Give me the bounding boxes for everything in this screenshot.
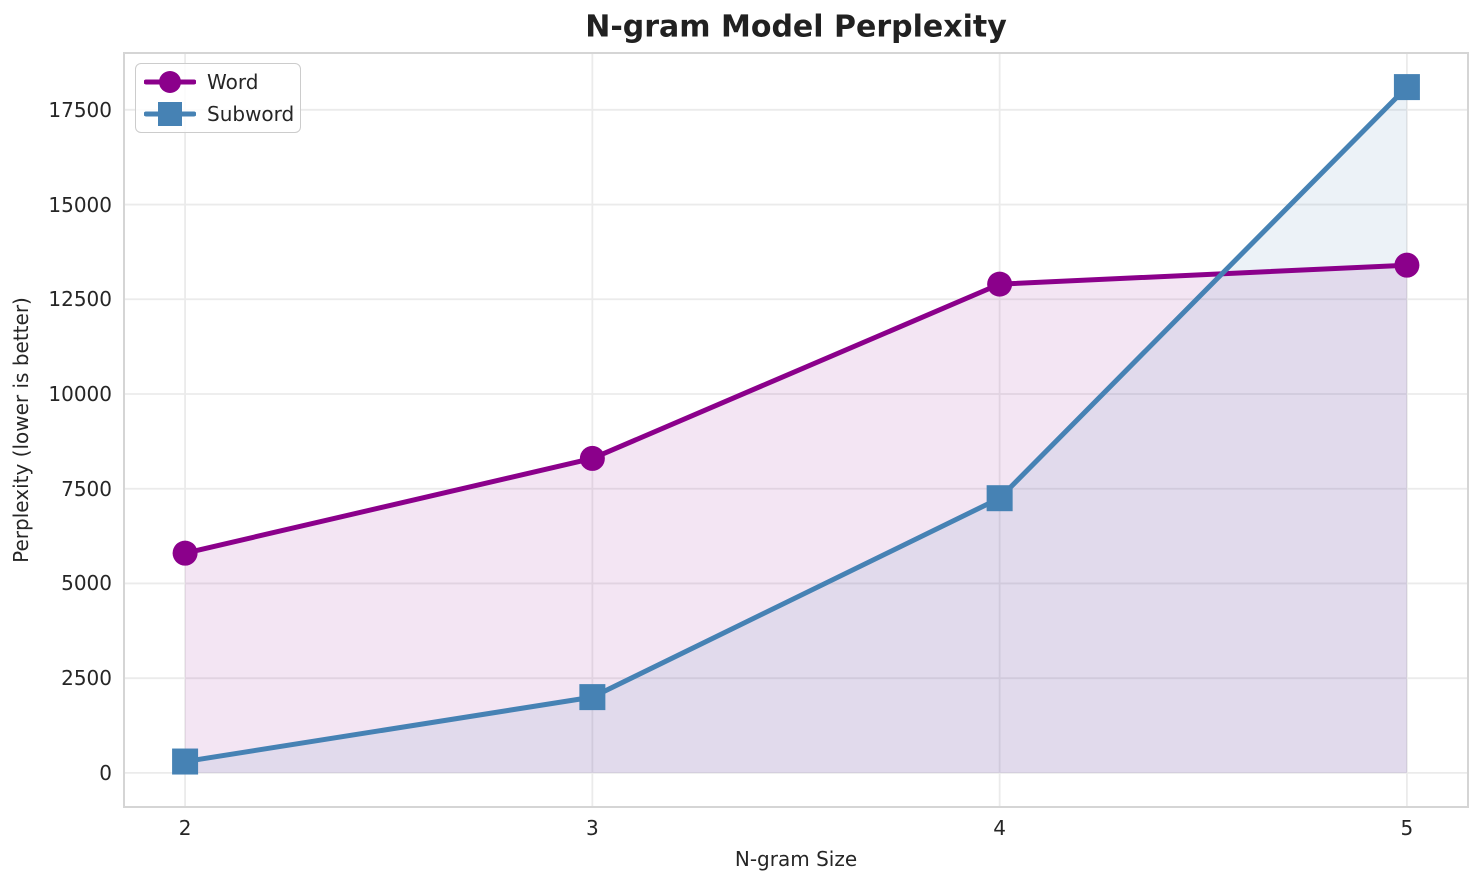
y-tick-label: 12500 (48, 287, 112, 312)
x-tick-label: 2 (178, 816, 192, 840)
chart-title: N-gram Model Perplexity (585, 9, 1007, 45)
y-tick-label: 5000 (61, 571, 112, 596)
y-tick-label: 7500 (61, 476, 112, 501)
y-tick-label: 0 (99, 760, 112, 785)
legend-label-subword: Subword (207, 101, 295, 126)
y-tick-label: 2500 (61, 666, 112, 691)
x-tick-label: 5 (1400, 816, 1414, 840)
word-series-line-circle-icon (144, 71, 196, 94)
y-tick-label: 17500 (48, 97, 112, 122)
legend-item-word: Word (144, 67, 292, 97)
y-axis-label: Perplexity (lower is better) (9, 297, 33, 563)
x-axis-label: N-gram Size (734, 847, 858, 871)
legend: Word Subword (135, 63, 301, 133)
legend-item-subword: Subword (144, 99, 295, 129)
subword-series-line-square-icon (144, 101, 196, 126)
y-tick-label: 15000 (48, 192, 112, 217)
legend-label-word: Word (207, 70, 259, 95)
y-tick-label: 10000 (48, 382, 112, 406)
x-tick-label: 3 (585, 816, 599, 840)
x-tick-label: 4 (993, 816, 1006, 840)
